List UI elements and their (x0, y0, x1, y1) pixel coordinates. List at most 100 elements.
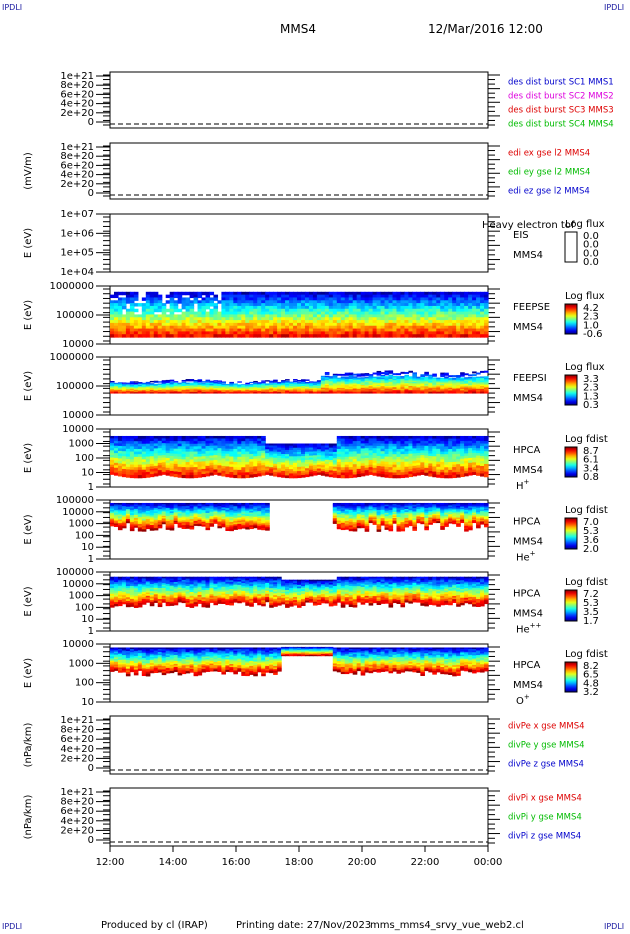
heatmap-cell (173, 303, 179, 307)
heatmap-cell (261, 455, 266, 459)
heatmap-cell (205, 386, 211, 388)
heatmap-cell (472, 387, 477, 390)
heatmap-cell (456, 328, 461, 332)
heatmap-cell (428, 379, 433, 382)
heatmap-cell (157, 392, 163, 394)
heatmap-cell (193, 504, 199, 507)
heatmap-cell (340, 322, 346, 327)
heatmap-cell (293, 300, 298, 304)
heatmap-cell (121, 438, 127, 442)
heatmap-cell (468, 381, 473, 383)
heatmap-cell (408, 458, 413, 462)
heatmap-cell (396, 320, 402, 324)
heatmap-cell (285, 303, 290, 307)
heatmap-cell (412, 443, 417, 447)
heatmap-cell (153, 440, 159, 445)
heatmap-cell (145, 331, 151, 335)
heatmap-cell (293, 392, 298, 394)
heatmap-cell (320, 297, 326, 301)
heatmap-cell (416, 383, 421, 386)
heatmap-cell (153, 388, 159, 390)
heatmap-cell (436, 377, 441, 380)
heatmap-cell (221, 450, 226, 455)
heatmap-cell (165, 294, 171, 299)
heatmap-cell (233, 441, 238, 445)
heatmap-cell (161, 384, 167, 386)
heatmap-cell (229, 325, 234, 330)
heatmap-cell (281, 322, 286, 327)
heatmap-cell (157, 512, 163, 515)
heatmap-cell (257, 443, 262, 447)
heatmap-cell (165, 391, 171, 393)
heatmap-cell (372, 390, 378, 393)
heatmap-cell (137, 331, 143, 335)
heatmap-cell (209, 308, 215, 313)
heatmap-cell (197, 388, 203, 391)
heatmap-cell (253, 458, 258, 462)
heatmap-cell (177, 383, 183, 385)
heatmap-cell (416, 445, 421, 449)
heatmap-cell (209, 438, 215, 442)
heatmap-cell (376, 372, 382, 375)
heatmap-cell (285, 328, 290, 332)
heatmap-cell (356, 473, 362, 478)
heatmap-cell (456, 291, 461, 296)
heatmap-cell (312, 455, 318, 458)
heatmap-cell (412, 373, 417, 376)
heatmap-cell (125, 441, 131, 445)
heatmap-cell (340, 449, 346, 453)
heatmap-cell (297, 294, 302, 299)
heatmap-cell (145, 525, 151, 528)
heatmap-cell (133, 325, 139, 330)
heatmap-cell (141, 502, 147, 506)
heatmap-cell (424, 472, 429, 476)
heatmap-cell (444, 435, 449, 440)
heatmap-cell (448, 467, 453, 471)
heatmap-cell (420, 390, 425, 393)
heatmap-cell (113, 443, 119, 447)
heatmap-cell (257, 334, 262, 338)
heatmap-cell (440, 372, 445, 375)
heatmap-cell (380, 469, 386, 473)
heatmap-cell (444, 382, 449, 385)
y-tick-label: 1e+21 (60, 142, 94, 153)
heatmap-cell (189, 317, 195, 321)
heatmap-cell (125, 443, 131, 447)
heatmap-cell (181, 331, 187, 335)
heatmap-cell (380, 471, 386, 475)
heatmap-cell (480, 386, 485, 389)
heatmap-cell (253, 385, 258, 387)
heatmap-cell (141, 518, 147, 522)
heatmap-cell (396, 376, 402, 379)
heatmap-cell (396, 448, 402, 453)
heatmap-cell (316, 382, 322, 385)
heatmap-cell (133, 449, 139, 453)
heatmap-cell (468, 300, 473, 304)
heatmap-cell (225, 311, 230, 316)
heatmap-cell (416, 297, 421, 301)
heatmap-cell (352, 466, 358, 470)
legend-entry: des dist burst SC4 MMS4 (508, 120, 614, 130)
heatmap-cell (245, 384, 250, 386)
heatmap-cell (289, 334, 294, 338)
heatmap-cell (336, 454, 342, 458)
heatmap-cell (185, 523, 191, 526)
heatmap-cell (328, 328, 334, 332)
heatmap-cell (153, 528, 159, 531)
heatmap-cell (468, 305, 473, 310)
heatmap-cell (432, 438, 437, 442)
heatmap-cell (289, 386, 294, 389)
heatmap-cell (185, 392, 191, 394)
heatmap-cell (340, 386, 346, 389)
heatmap-cell (408, 461, 413, 465)
heatmap-cell (145, 507, 151, 510)
heatmap-cell (404, 471, 410, 476)
heatmap-cell (436, 328, 441, 332)
heatmap-cell (237, 303, 242, 307)
heatmap-cell (464, 305, 469, 310)
heatmap-cell (404, 371, 410, 374)
heatmap-cell (448, 390, 453, 393)
heatmap-cell (121, 446, 127, 450)
heatmap-cell (424, 379, 429, 382)
heatmap-cell (297, 379, 302, 382)
